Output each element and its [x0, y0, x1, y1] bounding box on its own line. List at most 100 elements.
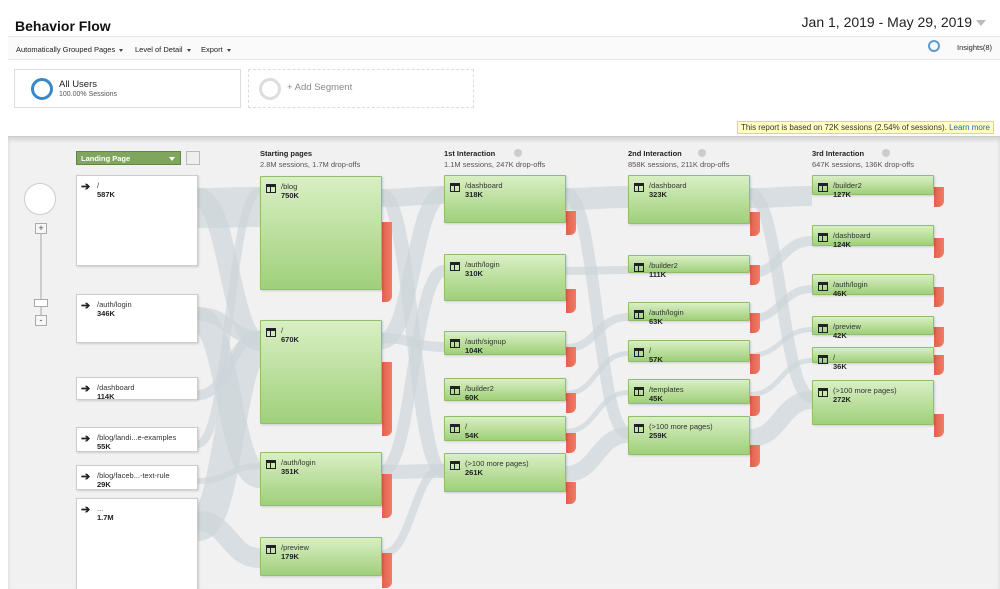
- page-icon: [634, 348, 644, 357]
- dimension-select[interactable]: Landing Page: [76, 151, 181, 165]
- landing-node[interactable]: ➔ /blog/faceb...-text-rule 29K: [76, 465, 198, 490]
- node-label: /dashboard: [465, 181, 503, 190]
- drop-off[interactable]: [750, 211, 760, 236]
- drop-off[interactable]: [750, 445, 760, 467]
- zoom-out[interactable]: -: [35, 315, 47, 326]
- node-value: 29K: [97, 480, 111, 489]
- drop-off[interactable]: [934, 238, 944, 258]
- drop-off[interactable]: [566, 482, 576, 504]
- page-icon: [450, 461, 460, 470]
- page-node[interactable]: /57K: [628, 340, 750, 364]
- node-label: /builder2: [833, 181, 862, 190]
- page-node[interactable]: /dashboard 323K: [628, 175, 750, 224]
- remove-step[interactable]: [514, 149, 522, 157]
- drop-off[interactable]: [382, 552, 392, 588]
- menu-detail[interactable]: Level of Detail: [135, 45, 191, 54]
- menu-grouping[interactable]: Automatically Grouped Pages: [16, 45, 123, 54]
- drop-off[interactable]: [750, 396, 760, 416]
- insights-button[interactable]: Insights(8): [956, 43, 992, 52]
- zoom-knob[interactable]: [34, 299, 48, 307]
- drop-off[interactable]: [934, 355, 944, 375]
- add-segment[interactable]: + Add Segment: [287, 82, 353, 93]
- landing-node[interactable]: ➔ /auth/login 346K: [76, 294, 198, 343]
- flow-link: [565, 390, 629, 434]
- drop-off[interactable]: [382, 473, 392, 518]
- page-node[interactable]: /templates 45K: [628, 379, 750, 404]
- landing-node[interactable]: ➔... 1.7M: [76, 498, 198, 589]
- page-node[interactable]: /54K: [444, 416, 566, 441]
- remove-step[interactable]: [882, 149, 890, 157]
- drop-off[interactable]: [382, 361, 392, 436]
- page-node[interactable]: /dashboard 124K: [812, 225, 934, 249]
- zoom-in[interactable]: +: [35, 223, 47, 234]
- landing-node[interactable]: ➔ /dashboard 114K: [76, 377, 198, 401]
- insights-icon[interactable]: [928, 40, 940, 52]
- drop-off[interactable]: [566, 433, 576, 453]
- menu-export[interactable]: Export: [201, 45, 231, 54]
- page-node[interactable]: (>100 more pages) 259K: [628, 416, 750, 455]
- page-node[interactable]: /670K: [260, 320, 382, 424]
- pan-control[interactable]: [24, 183, 56, 215]
- node-value: 750K: [281, 191, 299, 200]
- flow-link: [196, 511, 262, 568]
- node-label: /preview: [833, 322, 861, 331]
- drop-off[interactable]: [750, 313, 760, 333]
- drop-off[interactable]: [750, 265, 760, 285]
- page-node[interactable]: /36K: [812, 347, 934, 371]
- landing-icon: ➔: [81, 433, 91, 445]
- node-label: (>100 more pages): [465, 459, 529, 468]
- remove-step[interactable]: [698, 149, 706, 157]
- page-node[interactable]: /auth/login 63K: [628, 302, 750, 326]
- drop-off[interactable]: [566, 211, 576, 235]
- drop-off[interactable]: [566, 289, 576, 313]
- page-node[interactable]: (>100 more pages) 272K: [812, 380, 934, 425]
- landing-node[interactable]: ➔ /blog/landi...e-examples 55K: [76, 427, 198, 452]
- node-label: /templates: [649, 385, 684, 394]
- page-node[interactable]: /preview 179K: [260, 537, 382, 576]
- node-label: (>100 more pages): [649, 422, 713, 431]
- page-icon: [634, 387, 644, 396]
- page-node[interactable]: /blog 750K: [260, 176, 382, 290]
- flow-link: [747, 188, 815, 403]
- page-node[interactable]: /builder2 111K: [628, 255, 750, 279]
- add-segment-card[interactable]: + Add Segment: [248, 69, 474, 108]
- page-node[interactable]: /builder2 127K: [812, 175, 934, 199]
- page-node[interactable]: /dashboard 318K: [444, 175, 566, 223]
- column-title: 2nd Interaction: [628, 149, 682, 158]
- page-node[interactable]: /auth/login 310K: [444, 254, 566, 301]
- drop-off[interactable]: [934, 287, 944, 307]
- landing-node[interactable]: ➔ /587K: [76, 175, 198, 266]
- node-value: 310K: [465, 269, 483, 278]
- page-node[interactable]: /auth/login 46K: [812, 274, 934, 298]
- drop-off[interactable]: [382, 221, 392, 302]
- column-title: Starting pages: [260, 149, 313, 158]
- drop-off[interactable]: [934, 327, 944, 347]
- page-node[interactable]: /auth/signup 104K: [444, 331, 566, 355]
- node-label: (>100 more pages): [833, 386, 897, 395]
- flow-links: [192, 186, 815, 568]
- landing-icon: ➔: [81, 471, 91, 483]
- drop-off[interactable]: [566, 393, 576, 413]
- page-node[interactable]: /builder2 60K: [444, 378, 566, 402]
- node-value: 114K: [97, 392, 115, 401]
- drop-off[interactable]: [934, 187, 944, 207]
- page-node[interactable]: (>100 more pages) 261K: [444, 453, 566, 492]
- page-node[interactable]: /auth/login 351K: [260, 452, 382, 506]
- drop-off[interactable]: [750, 354, 760, 374]
- column-subtitle: 858K sessions, 211K drop-offs: [628, 160, 730, 169]
- page-icon: [266, 184, 276, 193]
- node-value: 272K: [833, 395, 851, 404]
- date-range[interactable]: Jan 1, 2019 - May 29, 2019: [801, 14, 972, 30]
- learn-more-link[interactable]: Learn more: [949, 123, 990, 132]
- page-node[interactable]: /preview 42K: [812, 316, 934, 340]
- drop-off[interactable]: [566, 347, 576, 367]
- date-dropdown-arrow[interactable]: [976, 20, 986, 26]
- column-subtitle: 2.8M sessions, 1.7M drop-offs: [260, 160, 361, 169]
- node-label: /blog: [281, 182, 298, 191]
- settings-gear[interactable]: [186, 151, 200, 165]
- flow-link: [565, 351, 629, 396]
- column-subtitle: 647K sessions, 136K drop-offs: [812, 160, 915, 169]
- node-label: /auth/login: [465, 260, 500, 269]
- drop-off[interactable]: [934, 413, 944, 437]
- segment-card[interactable]: All Users 100.00% Sessions: [14, 69, 241, 108]
